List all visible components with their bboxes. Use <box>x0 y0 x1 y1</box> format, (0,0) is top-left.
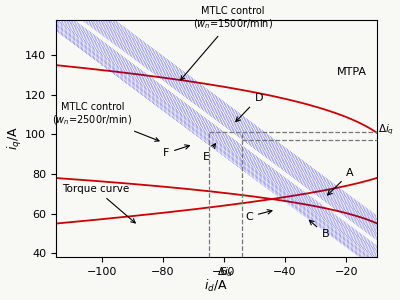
Text: Torque curve: Torque curve <box>62 184 135 223</box>
Text: E: E <box>202 144 216 162</box>
Text: D: D <box>236 93 263 122</box>
Y-axis label: $i_q$/A: $i_q$/A <box>6 126 24 150</box>
Text: $\Delta i_d$: $\Delta i_d$ <box>217 265 234 279</box>
Text: B: B <box>309 220 329 239</box>
Text: A: A <box>328 168 354 195</box>
Text: MTLC control
($w_n$=1500r/min): MTLC control ($w_n$=1500r/min) <box>181 6 273 80</box>
Text: MTLC control
($w_n$=2500r/min): MTLC control ($w_n$=2500r/min) <box>52 102 159 141</box>
Text: C: C <box>245 210 272 222</box>
Text: F: F <box>163 145 190 158</box>
Text: $\Delta i_q$: $\Delta i_q$ <box>378 122 394 137</box>
Text: MTPA: MTPA <box>337 67 367 77</box>
X-axis label: $i_d$/A: $i_d$/A <box>204 278 228 294</box>
